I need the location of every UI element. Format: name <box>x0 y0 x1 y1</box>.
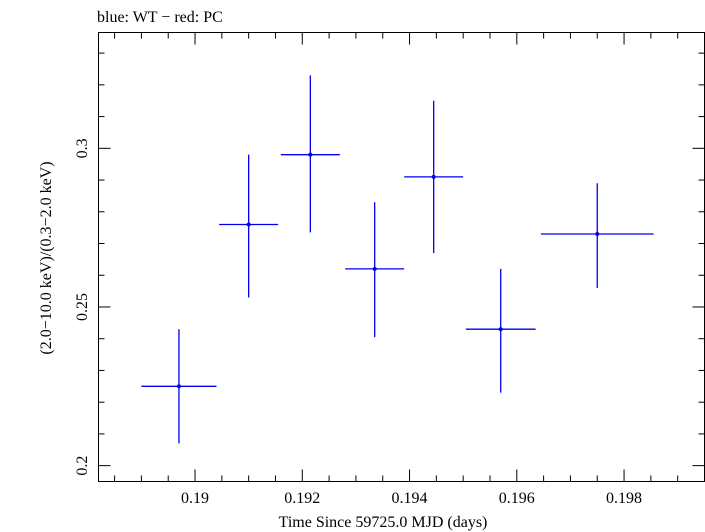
data-point <box>345 202 405 338</box>
data-series <box>141 75 654 444</box>
data-point <box>465 268 536 393</box>
point-marker <box>308 152 313 157</box>
y-axis: 0.2 0.25 0.3 <box>74 52 705 476</box>
chart-title: blue: WT − red: PC <box>97 9 223 26</box>
x-tick-label: 0.19 <box>181 490 209 507</box>
x-tick-label: 0.196 <box>499 490 535 507</box>
x-tick-label: 0.192 <box>284 490 320 507</box>
x-axis: 0.19 0.192 0.194 0.196 0.198 <box>114 32 705 507</box>
x-tick-label: 0.194 <box>392 490 428 507</box>
y-tick-label: 0.2 <box>74 456 91 476</box>
point-marker <box>431 174 436 179</box>
point-marker <box>246 222 251 227</box>
y-tick-label: 0.25 <box>74 293 91 321</box>
data-point <box>404 100 464 254</box>
data-point <box>540 183 654 288</box>
data-point <box>280 75 340 233</box>
y-axis-label: (2.0−10.0 keV)/(0.3−2.0 keV) <box>38 161 55 354</box>
point-marker <box>498 327 503 332</box>
x-axis-label: Time Since 59725.0 MJD (days) <box>279 514 488 531</box>
data-point <box>141 329 217 444</box>
y-tick-label: 0.3 <box>74 138 91 158</box>
point-marker <box>176 384 181 389</box>
x-tick-label: 0.198 <box>606 490 642 507</box>
plot-frame <box>98 32 705 482</box>
point-marker <box>595 231 600 236</box>
data-point <box>219 154 279 298</box>
point-marker <box>372 266 377 271</box>
